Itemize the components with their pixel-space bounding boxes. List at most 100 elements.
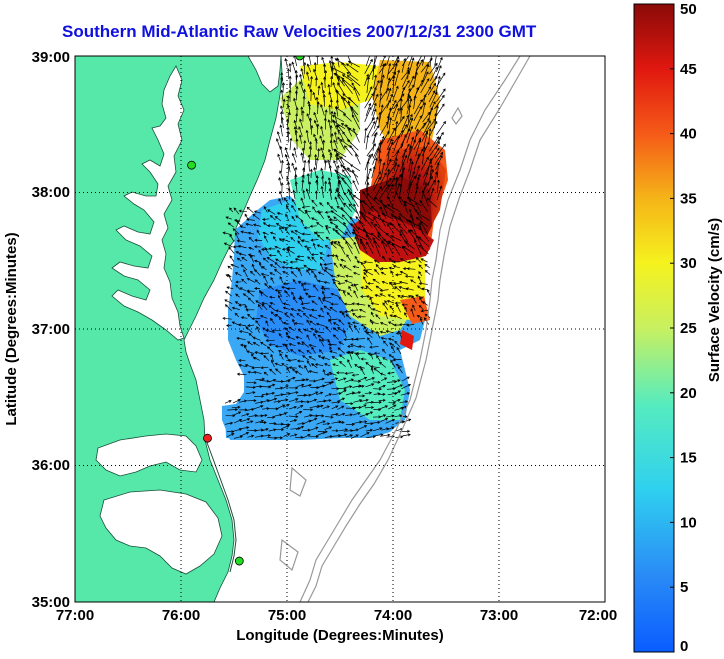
velocity-vector xyxy=(429,75,438,87)
velocity-vector xyxy=(226,433,235,438)
velocity-vector xyxy=(414,115,423,130)
velocity-vector xyxy=(383,340,389,347)
velocity-vector xyxy=(414,60,420,79)
velocity-vector xyxy=(301,110,305,122)
velocity-vector xyxy=(382,302,389,311)
velocity-vector xyxy=(378,384,386,389)
velocity-vector xyxy=(338,341,345,346)
velocity-vector xyxy=(358,376,368,382)
velocity-vector xyxy=(297,240,303,247)
velocity-vector xyxy=(358,345,366,348)
velocity-vector xyxy=(327,119,332,130)
velocity-vector xyxy=(284,57,288,68)
velocity-vector xyxy=(392,103,399,116)
velocity-vector xyxy=(244,213,249,220)
velocity-vector xyxy=(295,138,299,150)
velocity-vector xyxy=(292,368,298,374)
velocity-vector xyxy=(379,172,387,185)
velocity-vector xyxy=(270,311,277,317)
velocity-vector xyxy=(390,270,394,276)
velocity-vector xyxy=(330,242,337,249)
velocity-vector xyxy=(293,97,298,109)
velocity-vector xyxy=(353,271,360,276)
velocity-vector xyxy=(253,259,261,263)
velocity-vector xyxy=(280,89,284,102)
velocity-vector xyxy=(224,421,234,425)
velocity-vector xyxy=(427,82,436,96)
velocity-vector xyxy=(315,431,326,437)
velocity-vector xyxy=(300,106,304,116)
velocity-vector xyxy=(365,56,371,67)
velocity-vector xyxy=(260,366,269,370)
velocity-vector xyxy=(354,236,361,249)
velocity-vector xyxy=(290,230,298,236)
velocity-vector xyxy=(393,282,401,286)
velocity-vector xyxy=(314,137,318,151)
velocity-vector xyxy=(306,349,312,354)
velocity-vector xyxy=(286,246,295,250)
velocity-vector xyxy=(366,181,370,199)
velocity-vector xyxy=(322,63,327,74)
velocity-vector xyxy=(227,265,233,270)
velocity-vector xyxy=(332,363,339,367)
velocity-vector xyxy=(370,302,379,306)
velocity-vector xyxy=(389,222,402,234)
velocity-vector xyxy=(374,223,388,236)
velocity-vector xyxy=(345,402,354,406)
velocity-vector xyxy=(363,260,373,264)
velocity-vector xyxy=(345,413,354,417)
velocity-vector xyxy=(381,427,390,431)
velocity-vector xyxy=(378,361,387,368)
velocity-vector xyxy=(290,349,297,354)
velocity-vector xyxy=(344,310,351,314)
map-layers xyxy=(75,56,605,602)
velocity-vector xyxy=(268,305,276,312)
pamlico-sound-south xyxy=(99,489,223,575)
velocity-vector xyxy=(333,131,338,145)
velocity-vector xyxy=(388,258,394,263)
velocity-vector xyxy=(235,284,241,290)
velocity-vector xyxy=(290,236,296,242)
velocity-vector xyxy=(311,300,318,305)
velocity-vector xyxy=(372,65,376,80)
velocity-vector xyxy=(397,294,403,299)
velocity-vector xyxy=(240,426,250,430)
velocity-vector xyxy=(400,123,408,137)
velocity-vector xyxy=(344,385,353,389)
velocity-vector xyxy=(415,201,422,213)
velocity-vector xyxy=(254,394,265,398)
velocity-vector xyxy=(360,367,365,375)
velocity-vector xyxy=(420,221,429,235)
velocity-vector xyxy=(380,433,391,437)
velocity-vector xyxy=(362,215,373,228)
velocity-vector xyxy=(259,352,269,356)
velocity-vector xyxy=(353,324,360,334)
velocity-vector xyxy=(234,312,240,318)
velocity-vector xyxy=(245,391,256,395)
velocity-vector xyxy=(394,414,403,418)
velocity-vector xyxy=(336,371,345,375)
velocity-vector xyxy=(407,66,411,80)
velocity-vector xyxy=(275,309,284,313)
velocity-vector xyxy=(298,268,303,277)
velocity-vector xyxy=(333,139,338,150)
velocity-vector xyxy=(284,227,290,235)
velocity-vector xyxy=(324,244,330,249)
velocity-vector xyxy=(370,353,374,360)
velocity-vector xyxy=(355,352,361,360)
velocity-vector xyxy=(287,104,291,115)
velocity-vector xyxy=(328,104,332,115)
velocity-vector xyxy=(419,296,423,303)
velocity-vector xyxy=(388,404,397,410)
velocity-vector xyxy=(373,240,381,257)
radar-station-marker xyxy=(203,433,212,443)
velocity-vector xyxy=(379,121,389,136)
velocity-vector xyxy=(330,240,338,244)
velocity-vector xyxy=(386,56,390,66)
velocity-vector xyxy=(420,57,433,73)
velocity-vector xyxy=(309,320,317,326)
velocity-vector xyxy=(328,187,332,200)
velocity-vector xyxy=(342,79,353,94)
velocity-vector xyxy=(408,208,414,221)
velocity-vector xyxy=(312,91,316,101)
